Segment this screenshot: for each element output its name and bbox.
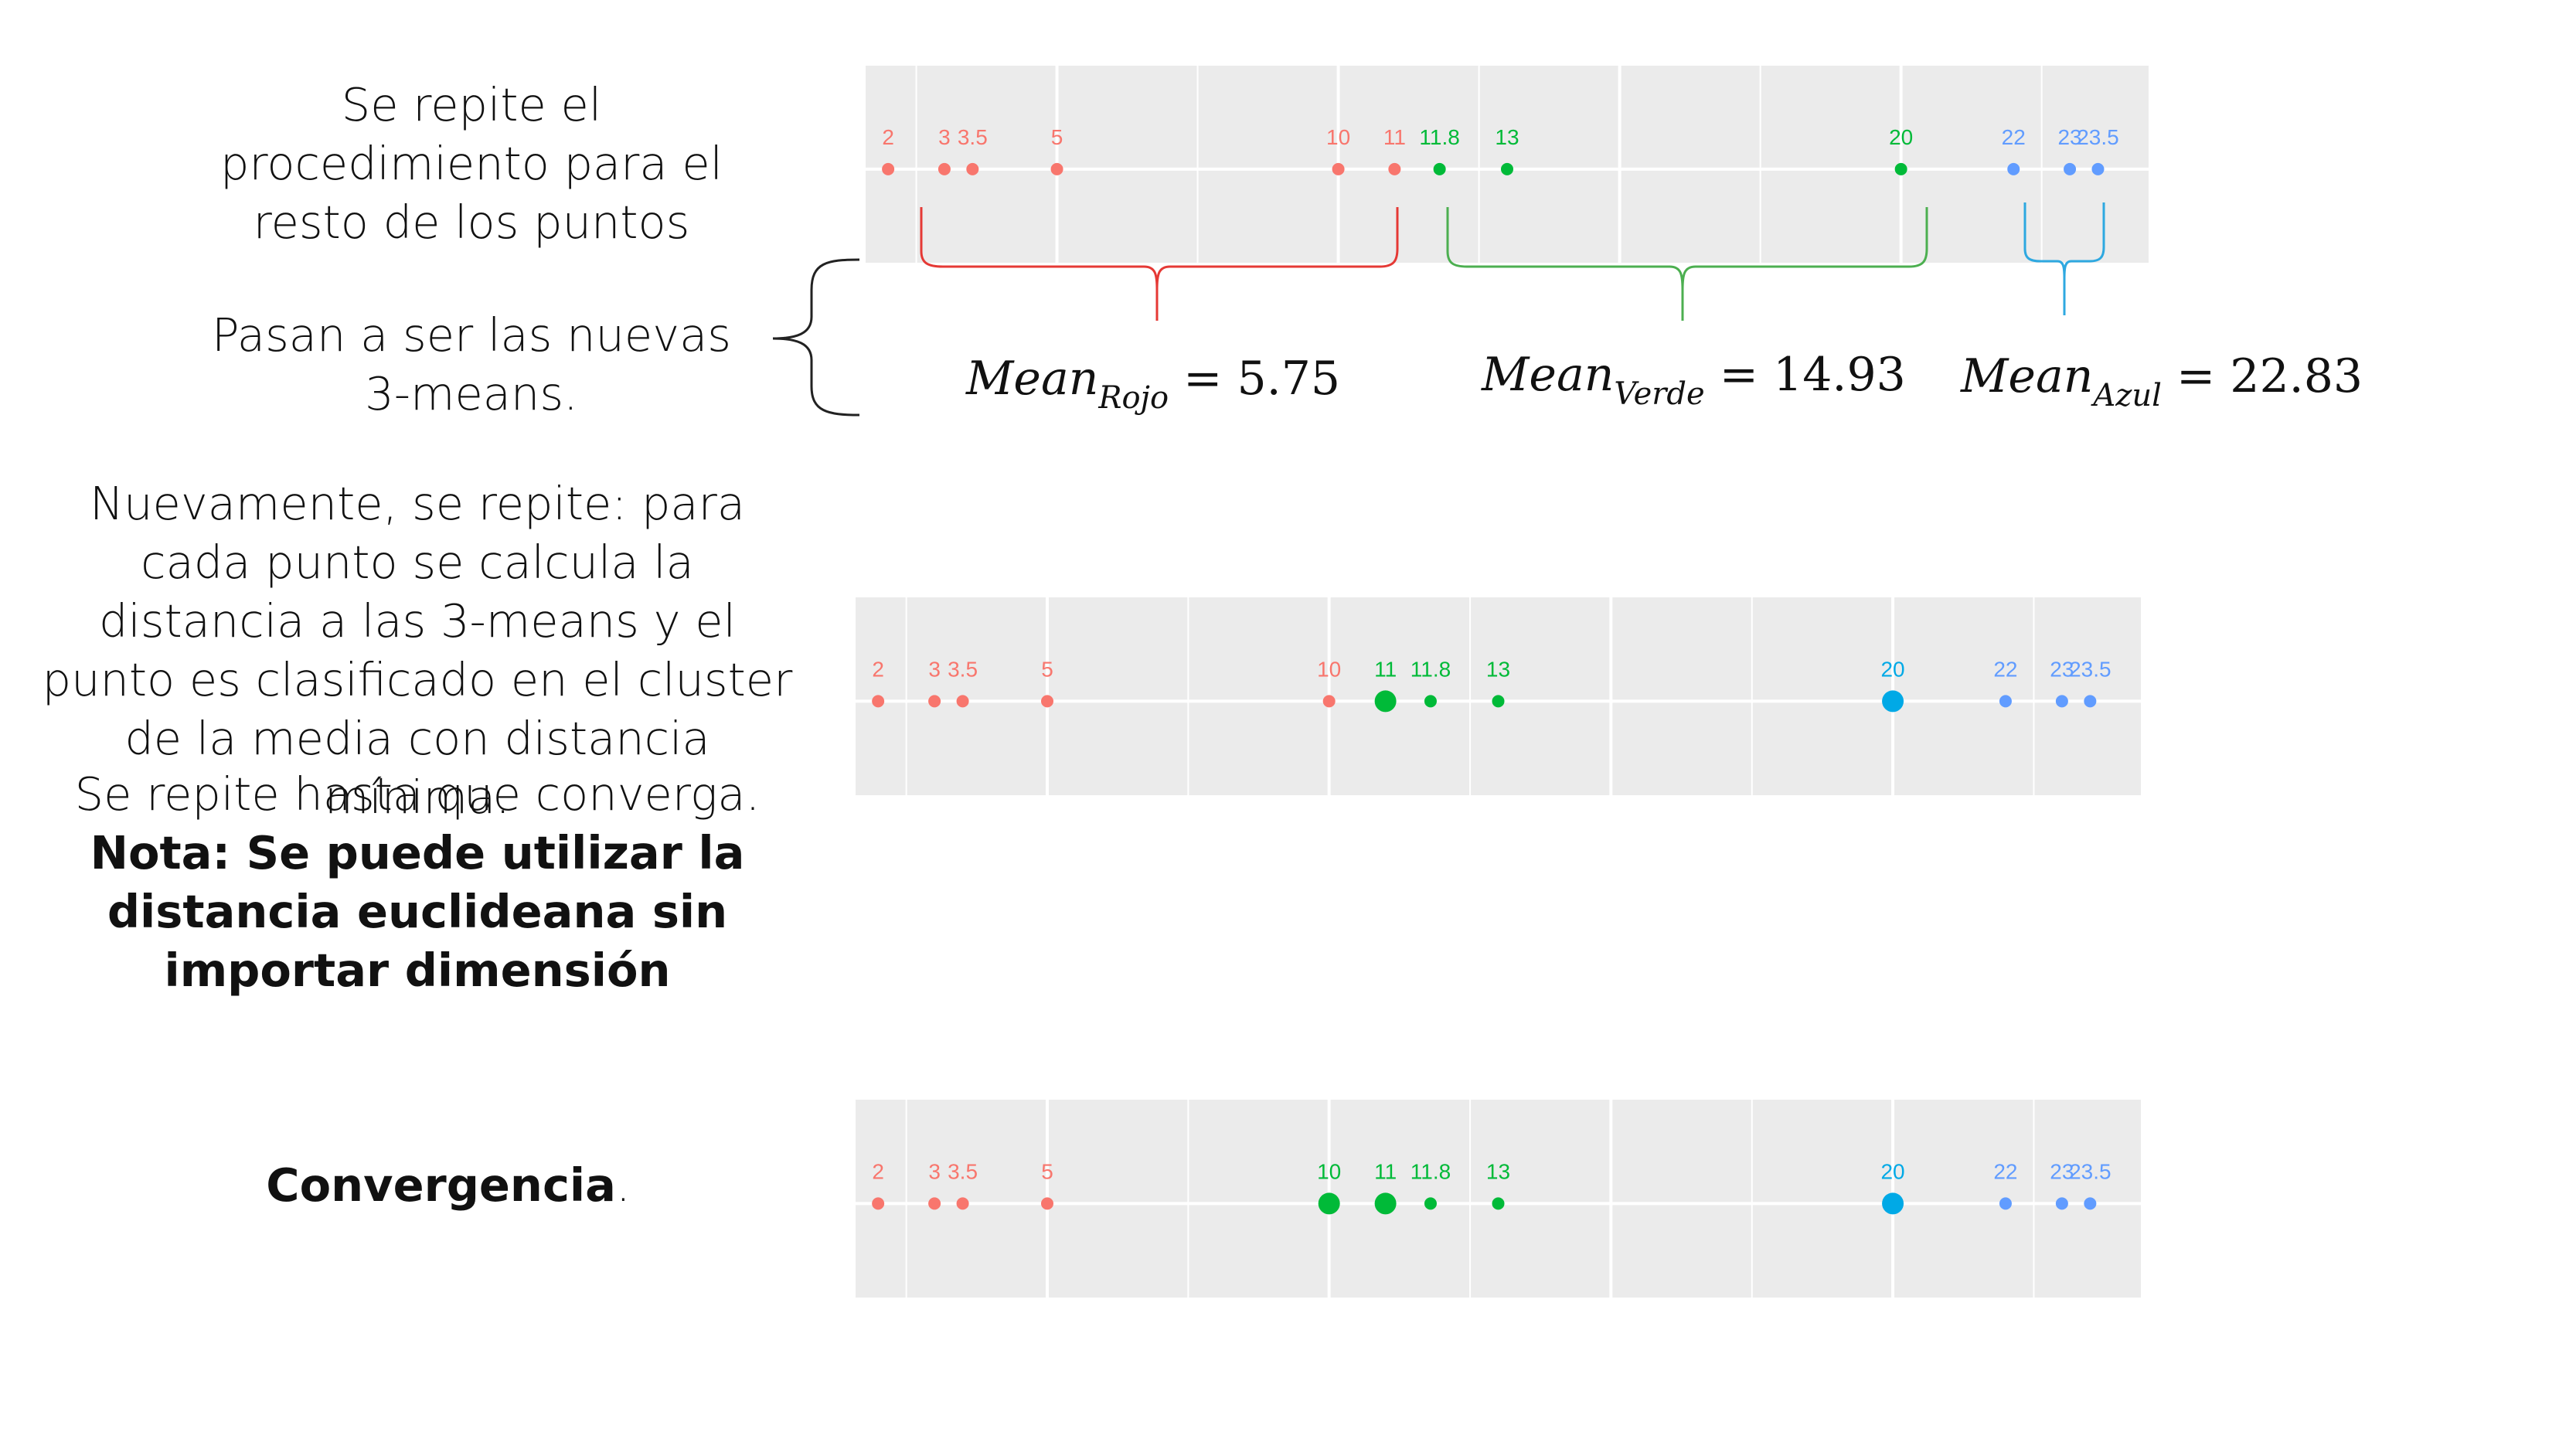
data-label: 11 [1374, 657, 1397, 681]
data-point [1388, 162, 1401, 175]
data-point [1492, 695, 1505, 708]
data-label: 23 [2050, 657, 2074, 681]
data-label: 10 [1326, 125, 1350, 149]
data-label: 23 [2057, 125, 2081, 149]
data-label: 20 [1889, 125, 1913, 149]
plot-panel-2: 2 3 3.5 5 10 11 11.8 13 20 22 23 23.5 [856, 597, 2141, 795]
data-label: 3 [938, 125, 951, 149]
data-point [956, 1197, 969, 1210]
data-label: 11 [1374, 1159, 1397, 1183]
data-point [872, 1197, 885, 1210]
data-label: 10 [1317, 1159, 1341, 1183]
data-point [2084, 695, 2097, 708]
data-label: 13 [1495, 125, 1519, 149]
data-point [1882, 1192, 1904, 1215]
data-label: 11.8 [1411, 657, 1451, 681]
mean-rojo-word: Mean [966, 352, 1099, 406]
data-point [1999, 695, 2012, 708]
data-label: 22 [1993, 1159, 2017, 1183]
data-label: 2 [882, 125, 894, 149]
data-point [2055, 1197, 2068, 1210]
data-label: 5 [1041, 1159, 1053, 1183]
repeat-until-text: Se repite hasta que converga. [74, 767, 761, 821]
left-brace [772, 258, 860, 417]
data-point [1433, 162, 1446, 175]
repeat-text: Nuevamente, se repite: para cada punto s… [42, 477, 793, 824]
intro-text: Se repite el procedimiento para el resto… [219, 78, 723, 249]
data-label: 3 [928, 657, 941, 681]
data-label: 11.8 [1411, 1159, 1451, 1183]
data-point [2091, 162, 2105, 175]
mean-rojo: MeanRojo = 5.75 [966, 352, 1340, 425]
data-point [1374, 690, 1397, 713]
data-label: 23.5 [2069, 1159, 2112, 1183]
data-point [1332, 162, 1345, 175]
data-point [1999, 1197, 2012, 1210]
data-label: 23 [2050, 1159, 2074, 1183]
data-point [2084, 1197, 2097, 1210]
data-label: 2 [872, 1159, 884, 1183]
plot-panel-3: 2 3 3.5 5 10 11 11.8 13 20 22 23 23.5 [856, 1100, 2141, 1298]
mean-rojo-value: = 5.75 [1183, 352, 1341, 406]
data-point [872, 695, 885, 708]
data-point [1424, 1197, 1437, 1210]
data-point [1501, 162, 1513, 175]
mean-verde-value: = 14.93 [1719, 348, 1906, 402]
data-label: 11.8 [1419, 125, 1459, 149]
data-point [966, 162, 979, 175]
data-label: 22 [2002, 125, 2026, 149]
new-means-text: Pasan a ser las nuevas 3-means. [211, 308, 732, 420]
data-label: 20 [1880, 657, 1904, 681]
data-label: 23.5 [2069, 657, 2112, 681]
data-point [2064, 162, 2077, 175]
mean-verde-word: Mean [1482, 348, 1615, 402]
mean-rojo-sub: Rojo [1098, 380, 1169, 416]
data-point [1040, 1197, 1053, 1210]
mean-azul-value: = 22.83 [2176, 349, 2363, 403]
data-point [1374, 1192, 1397, 1215]
data-point [1318, 1192, 1340, 1215]
mean-verde: MeanVerde = 14.93 [1482, 348, 1906, 421]
data-point [2007, 162, 2020, 175]
data-label: 20 [1880, 1159, 1904, 1183]
data-point [938, 162, 951, 175]
plot-panel-1: 2 3 3.5 5 10 11 11.8 13 20 22 23 23.5 [866, 66, 2149, 263]
data-point [1040, 695, 1053, 708]
data-point [1424, 695, 1437, 708]
mean-azul-word: Mean [1961, 349, 2094, 403]
data-label: 3.5 [958, 125, 988, 149]
data-label: 10 [1317, 657, 1341, 681]
note-text: Nota: Se puede utilizar la distancia euc… [90, 826, 745, 997]
data-label: 3.5 [948, 657, 978, 681]
mean-verde-sub: Verde [1614, 376, 1705, 412]
data-label: 3 [928, 1159, 941, 1183]
data-label: 23.5 [2077, 125, 2119, 149]
mean-azul: MeanAzul = 22.83 [1961, 349, 2363, 423]
convergence-period: . [615, 1158, 631, 1212]
data-label: 5 [1051, 125, 1063, 149]
data-point [1882, 690, 1904, 713]
data-label: 22 [1993, 657, 2017, 681]
convergence-word: Convergencia [266, 1158, 616, 1212]
data-label: 13 [1486, 657, 1510, 681]
convergence-label: Convergencia. [255, 1156, 641, 1215]
data-label: 11 [1383, 125, 1406, 149]
data-label: 13 [1486, 1159, 1510, 1183]
data-point [2055, 695, 2068, 708]
data-label: 2 [872, 657, 884, 681]
data-point [1894, 162, 1907, 175]
data-label: 3.5 [948, 1159, 978, 1183]
data-label: 5 [1041, 657, 1053, 681]
data-point [928, 695, 941, 708]
data-point [956, 695, 969, 708]
data-point [1322, 695, 1336, 708]
data-point [928, 1197, 941, 1210]
data-point [1050, 162, 1063, 175]
mean-azul-sub: Azul [2093, 378, 2162, 413]
data-point [1492, 1197, 1505, 1210]
data-point [882, 162, 895, 175]
